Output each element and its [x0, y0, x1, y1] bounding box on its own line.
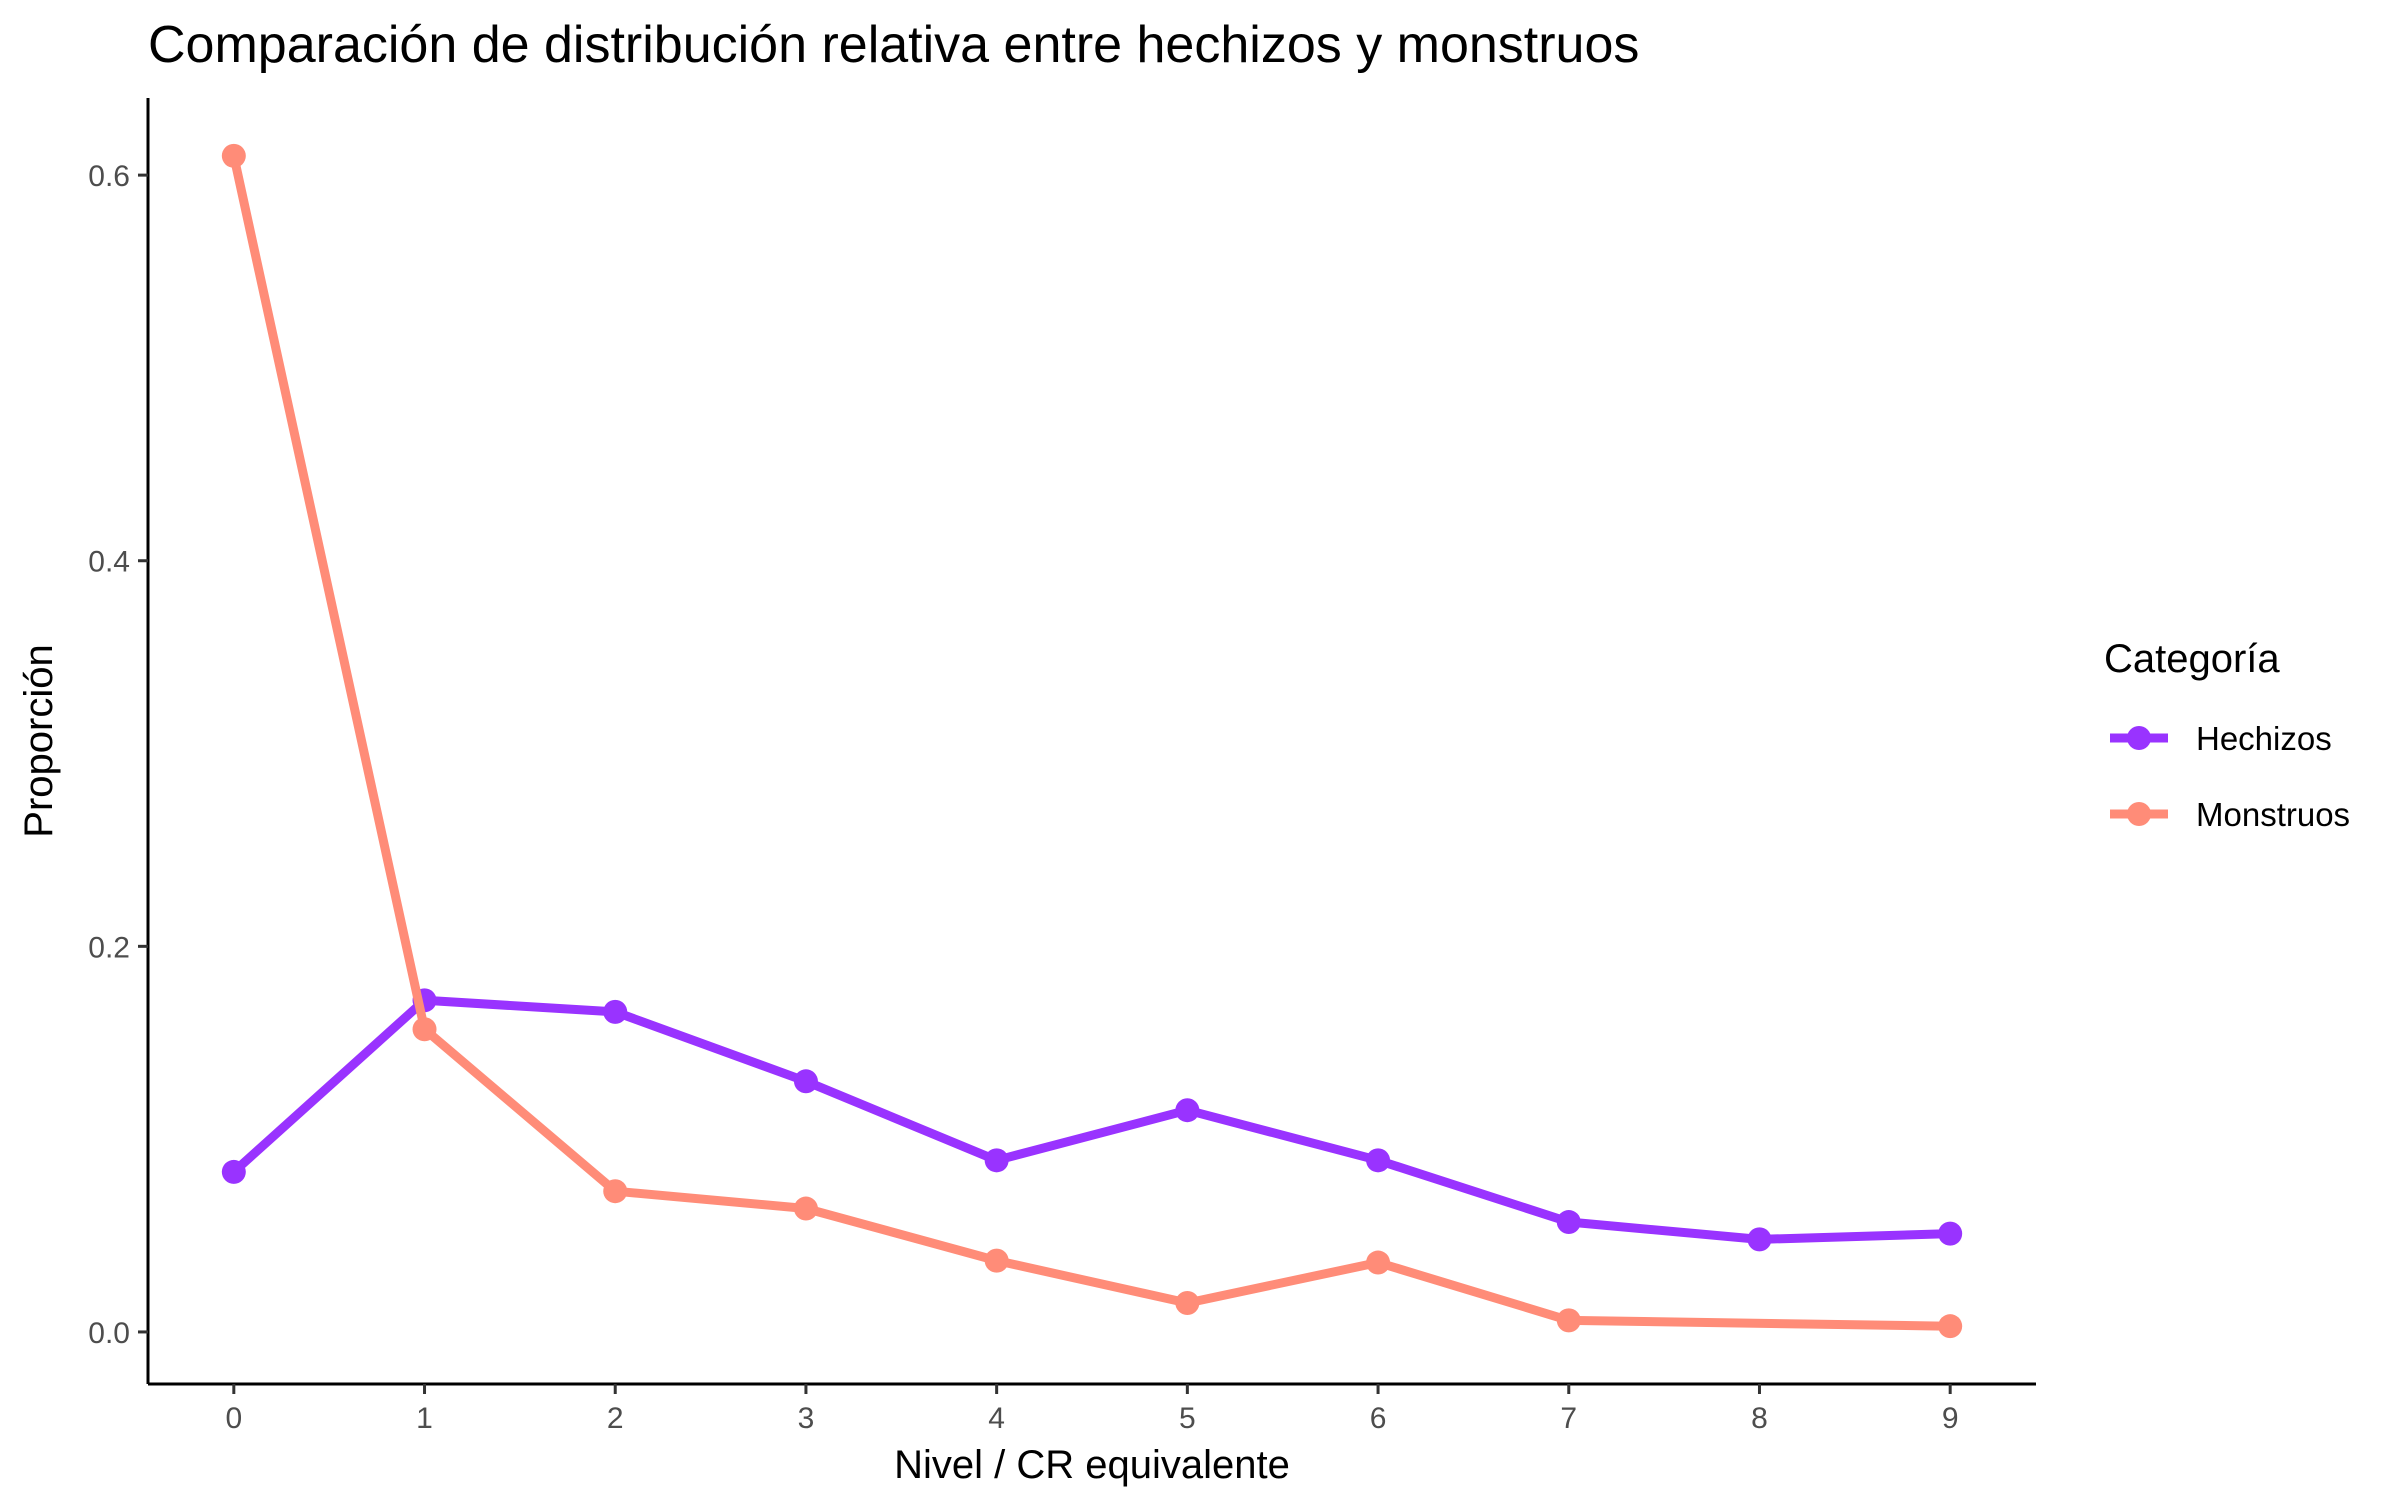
legend-label: Monstruos	[2196, 796, 2350, 833]
data-point-hechizos	[1556, 1210, 1581, 1235]
x-tick-label: 7	[1560, 1402, 1577, 1435]
legend-key-point	[2127, 726, 2151, 750]
data-point-hechizos	[603, 999, 628, 1024]
series-layer	[221, 143, 1963, 1339]
x-tick-label: 2	[607, 1402, 624, 1435]
x-axis-title: Nivel / CR equivalente	[894, 1443, 1290, 1487]
series-line-hechizos	[230, 995, 1951, 1244]
x-tick-label: 1	[416, 1402, 433, 1435]
data-point-hechizos	[221, 1159, 246, 1184]
x-tick-label: 5	[1179, 1402, 1196, 1435]
legend-label: Hechizos	[2196, 720, 2332, 757]
x-tick-label: 8	[1751, 1402, 1768, 1435]
x-tick-label: 6	[1370, 1402, 1387, 1435]
data-point-hechizos	[793, 1069, 818, 1094]
y-axis-ticks: 0.0 0.2 0.4 0.6	[88, 160, 148, 1350]
legend-items: Hechizos Monstruos	[2110, 720, 2350, 833]
data-point-hechizos	[1175, 1098, 1200, 1123]
y-tick-label: 0.4	[88, 546, 130, 579]
plot-area: 0.0 0.2 0.4 0.6 0 1 2 3 4 5 6 7 8 9	[88, 98, 2036, 1435]
legend-item-monstruos: Monstruos	[2110, 796, 2350, 833]
data-point-monstruos	[412, 1017, 437, 1042]
legend: Categoría Hechizos Monstruos	[2104, 637, 2350, 833]
x-tick-label: 0	[225, 1402, 242, 1435]
y-axis-title: Proporción	[17, 644, 61, 837]
x-tick-label: 3	[798, 1402, 815, 1435]
data-point-monstruos	[793, 1196, 818, 1221]
x-axis-ticks: 0 1 2 3 4 5 6 7 8 9	[225, 1384, 1959, 1435]
data-point-monstruos	[1175, 1291, 1200, 1316]
legend-key-point	[2127, 802, 2151, 826]
data-point-monstruos	[1938, 1314, 1963, 1339]
y-tick-label: 0.6	[88, 160, 130, 193]
data-point-hechizos	[1938, 1221, 1963, 1246]
y-tick-label: 0.2	[88, 931, 130, 964]
data-point-monstruos	[221, 143, 246, 168]
y-tick-label: 0.0	[88, 1317, 130, 1350]
data-point-monstruos	[603, 1179, 628, 1204]
chart-title: Comparación de distribución relativa ent…	[148, 16, 1639, 74]
data-point-hechizos	[984, 1148, 1009, 1173]
series-line-monstruos	[229, 154, 1951, 1331]
data-point-monstruos	[1366, 1250, 1391, 1275]
data-point-monstruos	[1556, 1308, 1581, 1333]
data-point-hechizos	[1366, 1148, 1391, 1173]
data-point-monstruos	[984, 1248, 1009, 1273]
x-tick-label: 4	[988, 1402, 1005, 1435]
x-tick-label: 9	[1942, 1402, 1959, 1435]
legend-item-hechizos: Hechizos	[2110, 720, 2332, 757]
legend-title: Categoría	[2104, 637, 2280, 681]
data-point-hechizos	[1747, 1227, 1772, 1252]
